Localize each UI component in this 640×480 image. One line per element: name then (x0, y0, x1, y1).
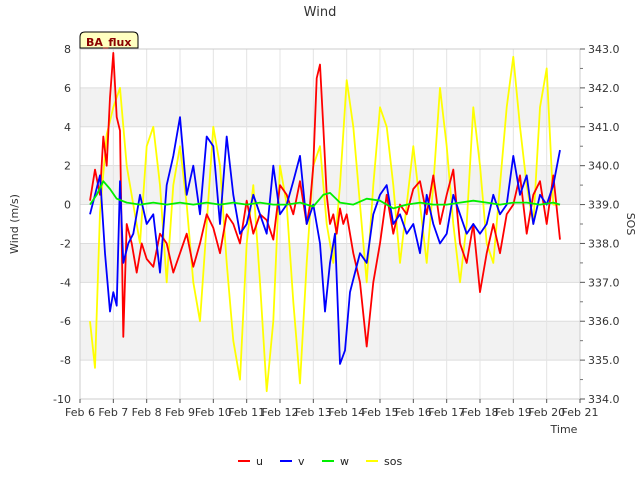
y-left-tick-label: -6 (60, 315, 71, 328)
x-tick-label: Feb 6 (65, 406, 95, 419)
grid-band (80, 126, 580, 166)
legend-label-v: v (298, 455, 305, 468)
y-right-tick-label: 335.0 (588, 354, 620, 367)
y-right-tick-label: 343.0 (588, 43, 620, 56)
grid-band (80, 49, 580, 88)
x-tick-label: Feb 10 (195, 406, 232, 419)
grid-band (80, 282, 580, 322)
x-tick-label: Feb 14 (328, 406, 365, 419)
y-left-tick-label: 8 (64, 43, 71, 56)
y-right-tick-label: 336.0 (588, 315, 620, 328)
legend-label-w: w (340, 455, 349, 468)
x-tick-label: Feb 20 (528, 406, 565, 419)
y-left-tick-label: -8 (60, 354, 71, 367)
y-right-axis-label: SOS (624, 213, 637, 236)
y-right-tick-label: 339.0 (588, 199, 620, 212)
x-tick-label: Feb 18 (462, 406, 499, 419)
series-line-v (89, 116, 561, 365)
series-line-u (89, 52, 561, 348)
x-tick-label: Feb 13 (295, 406, 332, 419)
y-right-tick-label: 341.0 (588, 121, 620, 134)
grid-band (80, 87, 580, 127)
legend-label-u: u (256, 455, 263, 468)
y-left-tick-label: -10 (53, 393, 71, 406)
site-badge-label: BA_flux (86, 36, 131, 49)
y-right-axis-ticks: 334.0 335.0 336.0 337.0 338.0 339.0 340.0 341.0… (580, 43, 620, 406)
y-left-axis-label: Wind (m/s) (8, 194, 21, 254)
x-tick-label: Feb 15 (362, 406, 399, 419)
x-tick-label: Feb 11 (228, 406, 265, 419)
series-layer (89, 52, 561, 393)
y-left-tick-label: 4 (64, 121, 71, 134)
grid-band (80, 165, 580, 205)
x-tick-label: Feb 8 (132, 406, 162, 419)
y-left-tick-label: -4 (60, 276, 71, 289)
y-right-tick-label: 342.0 (588, 82, 620, 95)
legend: u v w sos (238, 455, 402, 468)
y-left-axis-ticks: -10 -8 -6 -4 -2 0 2 4 6 8 (53, 43, 71, 406)
series-line-w (89, 180, 561, 210)
chart-title: Wind (304, 5, 337, 20)
x-tick-label: Feb 16 (395, 406, 432, 419)
y-left-tick-label: 6 (64, 82, 71, 95)
y-left-tick-label: 2 (64, 160, 71, 173)
x-tick-label: Feb 12 (262, 406, 299, 419)
grid-band (80, 360, 580, 399)
x-tick-label: Feb 21 (562, 406, 599, 419)
x-tick-label: Feb 9 (165, 406, 195, 419)
x-tick-label: Feb 17 (428, 406, 465, 419)
y-left-tick-label: 0 (64, 199, 71, 212)
x-tick-label: Feb 7 (98, 406, 128, 419)
y-right-tick-label: 338.0 (588, 237, 620, 250)
grid-band (80, 321, 580, 361)
x-axis-label: Time (550, 423, 578, 436)
y-left-tick-label: -2 (60, 237, 71, 250)
site-badge-box (79, 31, 139, 49)
site-badge: BA_flux (79, 31, 139, 49)
x-tick-label: Feb 19 (495, 406, 532, 419)
legend-label-sos: sos (384, 455, 402, 468)
y-right-tick-label: 337.0 (588, 276, 620, 289)
series-line-sos (89, 55, 560, 393)
y-right-tick-label: 340.0 (588, 160, 620, 173)
y-right-tick-label: 334.0 (588, 393, 620, 406)
